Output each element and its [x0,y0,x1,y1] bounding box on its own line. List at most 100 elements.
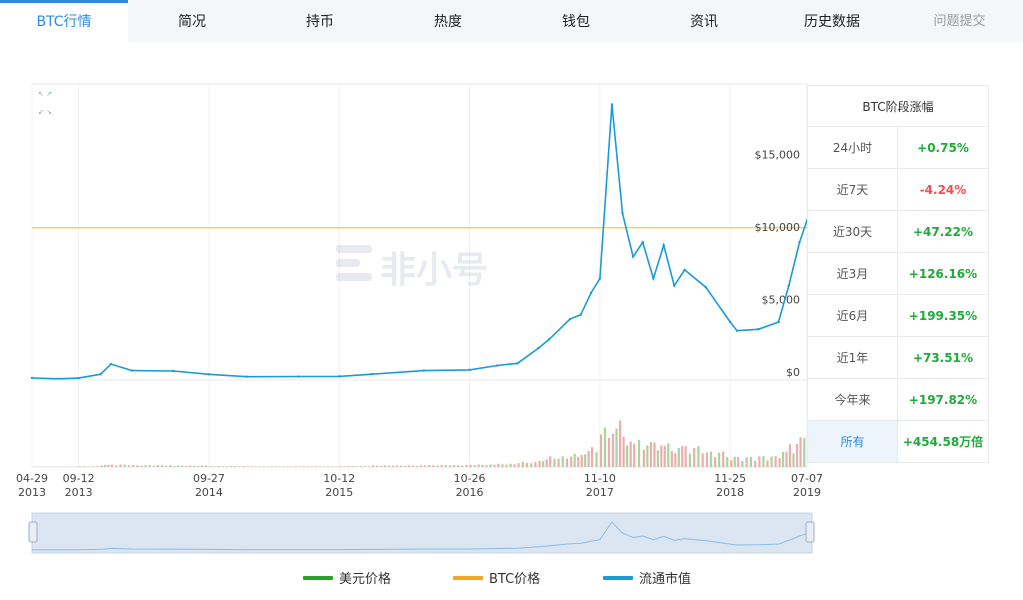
legend-item-btc[interactable]: BTC价格 [453,568,540,587]
volume-bar [327,466,330,467]
volume-bar [395,465,399,467]
volume-bar [436,465,439,467]
legend-item-usd[interactable]: 美元价格 [303,568,391,587]
tab-report-issue[interactable]: 问题提交 [933,14,986,29]
price-point [537,346,540,350]
tab-history[interactable]: 历史数据 [804,14,860,30]
volume-bar [367,466,370,467]
volume-bar [749,456,753,467]
y-tick-label: $10,000 [755,221,801,234]
volume-bar [213,466,216,467]
price-point [468,368,471,372]
price-point [683,268,686,271]
change-label: 所有 [807,420,898,463]
range-handle-right[interactable] [805,521,815,543]
volume-bar [383,465,387,467]
volume-bar [173,466,176,467]
price-chart: ↖ ↗ ↙ ↘ 非小号 $0 $5,000 $10,000 $15,000 04-29… [16,83,823,554]
change-row-30d[interactable]: 近30天 +47.22% [807,210,989,253]
svg-text:2016: 2016 [456,486,484,499]
price-point [57,377,60,381]
volume-bar [165,465,168,467]
change-row-7d[interactable]: 近7天 -4.24% [807,168,989,211]
volume-bar [286,466,289,467]
volume-bar [407,465,411,467]
volume-bar [298,466,301,467]
change-table-title: BTC阶段涨幅 [807,85,989,127]
volume-bar [774,456,777,467]
volume-bar [355,466,358,467]
volume-bar [663,445,666,467]
tab-wallet[interactable]: 钱包 [562,14,590,30]
price-line [31,104,808,380]
change-label: 今年来 [807,378,898,421]
change-value: +197.82% [897,378,989,421]
volume-bar [549,456,552,467]
range-handle-left[interactable] [28,521,38,543]
volume-bar [428,464,431,467]
volume-bar [444,465,447,467]
volume-bar [448,465,452,467]
volume-bar [701,453,704,467]
legend-swatch [303,575,333,580]
volume-bar [674,453,677,467]
change-row-3m[interactable]: 近3月 +126.16% [807,252,989,295]
change-label: 近1年 [807,336,898,379]
volume-bar [282,466,285,467]
change-row-1y[interactable]: 近1年 +73.51% [807,336,989,379]
expand-icon[interactable]: ↖ ↗ ↙ ↘ [38,90,52,116]
y-tick-label: $0 [786,366,800,379]
volume-bar [217,466,220,467]
change-label: 近6月 [807,294,898,337]
price-point [631,255,635,258]
volume-bar [705,452,709,467]
volume-bar [497,463,500,467]
svg-text:2013: 2013 [65,486,93,499]
volume-bar [565,458,569,467]
y-axis: $0 $5,000 $10,000 $15,000 [755,149,801,380]
price-point [652,277,655,280]
tab-news[interactable]: 资讯 [690,14,718,30]
volume-bar [587,450,590,467]
tab-bar: BTC行情 简况 持币 热度 钱包 资讯 历史数据 问题提交 [0,0,1023,42]
price-point [422,369,426,372]
volume-bar [538,460,541,467]
price-point [757,328,760,331]
volume-bar [722,451,725,467]
volume-bar [803,437,806,467]
change-row-ytd[interactable]: 今年来 +197.82% [807,378,989,421]
volume-bar [363,466,366,467]
legend-label: BTC价格 [489,572,541,587]
volume-bar [148,465,151,467]
change-value: +454.58万倍 [897,420,989,463]
price-point [728,320,732,324]
tab-popularity[interactable]: 热度 [434,14,462,30]
volume-bar [477,464,480,467]
volume-bar [169,465,172,467]
svg-text:↖ ↗: ↖ ↗ [38,90,52,98]
volume-bar [590,447,594,467]
volume-bar [461,465,464,467]
volume-bar [693,447,696,467]
legend-item-marketcap[interactable]: 流通市值 [603,568,691,587]
change-row-6m[interactable]: 近6月 +199.35% [807,294,989,337]
volume-bar [399,465,403,467]
range-slider[interactable] [28,512,815,554]
change-row-all[interactable]: 所有 +454.58万倍 [807,420,989,463]
svg-text:04-29: 04-29 [16,472,48,485]
tab-holdings[interactable]: 持币 [306,14,334,30]
volume-bar [343,466,346,467]
volume-bar [709,451,713,467]
price-point [589,291,593,295]
price-point [704,286,708,289]
tab-btc-market[interactable]: BTC行情 [0,0,128,42]
volume-bar [580,454,583,467]
change-row-24h[interactable]: 24小时 +0.75% [807,126,989,169]
tab-overview[interactable]: 简况 [178,14,206,30]
volume-bar [457,465,460,467]
volume-bar [411,465,415,467]
volume-bar [274,466,277,467]
